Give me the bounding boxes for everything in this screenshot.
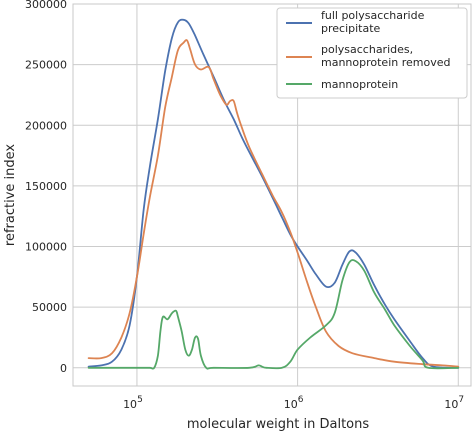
series-line-mannoprotein-removed [87, 39, 460, 368]
x-tick-label: 105 [123, 395, 143, 411]
legend-label-mannoprotein-removed-line2: mannoprotein removed [321, 56, 450, 69]
y-axis-label: refractive index [3, 144, 18, 246]
y-tick-label: 200000 [25, 119, 67, 132]
y-tick-label: 50000 [32, 301, 67, 314]
y-tick-label: 100000 [25, 241, 67, 254]
legend-label-full-precipitate-line2: precipitate [321, 22, 381, 35]
series-lines [87, 18, 460, 370]
y-tick-label: 150000 [25, 180, 67, 193]
legend: full polysaccharide precipitate polysacc… [276, 7, 468, 99]
legend-label-mannoprotein: mannoprotein [321, 78, 398, 91]
tick-labels: 0 50000 100000 150000 200000 250000 300000 105 1… [25, 0, 464, 411]
legend-label-mannoprotein-removed: polysaccharides, mannoprotein removed [321, 43, 450, 69]
x-axis-label: molecular weight in Daltons [187, 417, 369, 432]
y-tick-label: 300000 [25, 0, 67, 11]
series-line-full-precipitate [87, 18, 460, 369]
series-line-mannoprotein [87, 259, 460, 370]
legend-label-mannoprotein-removed-line1: polysaccharides, [321, 43, 413, 56]
x-tick-label: 106 [284, 395, 304, 411]
y-tick-label: 0 [60, 362, 67, 375]
legend-label-full-precipitate-line1: full polysaccharide [321, 9, 425, 22]
legend-label-full-precipitate: full polysaccharide precipitate [321, 9, 428, 35]
x-tick-label: 107 [444, 395, 464, 411]
legend-box [276, 7, 468, 99]
plot-frame [72, 3, 472, 387]
y-tick-label: 250000 [25, 59, 67, 72]
